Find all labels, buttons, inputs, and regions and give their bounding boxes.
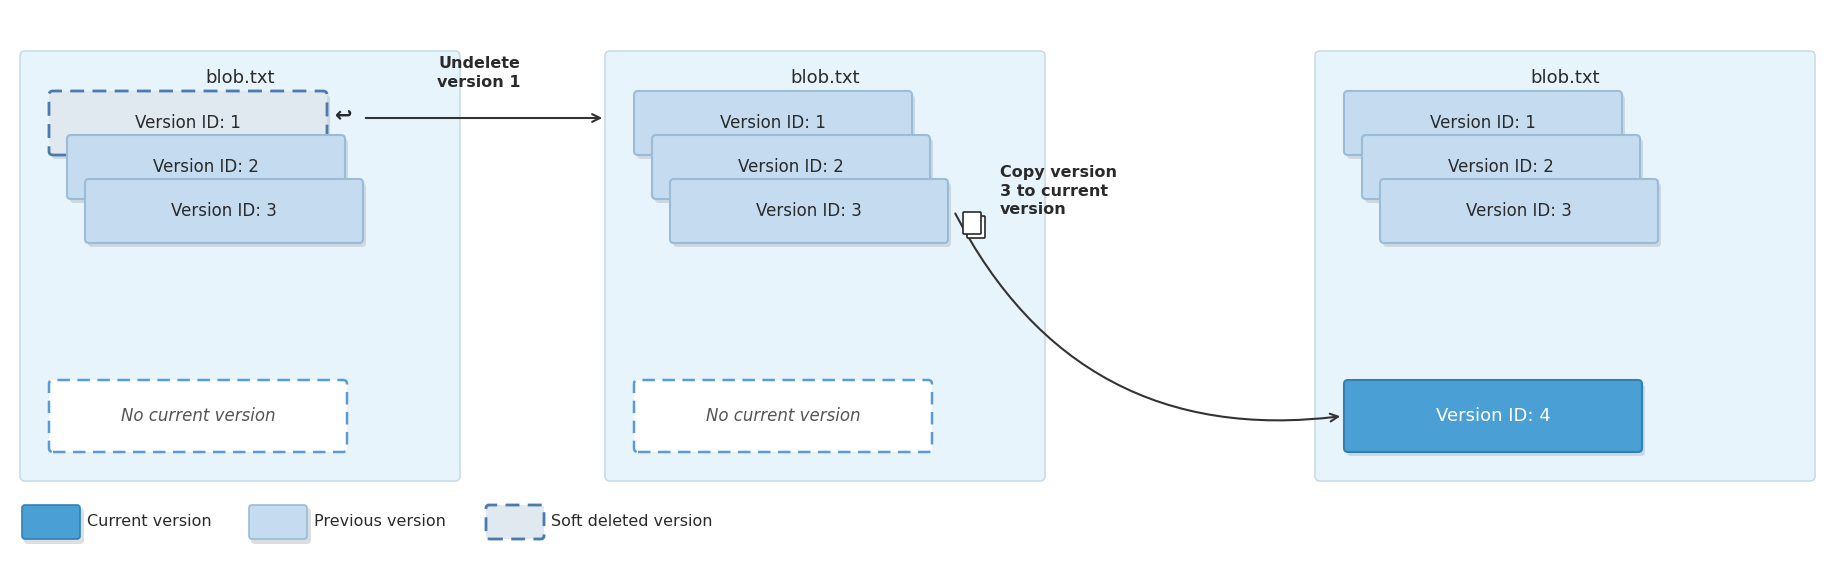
FancyBboxPatch shape xyxy=(249,505,308,539)
FancyBboxPatch shape xyxy=(251,508,311,544)
Text: blob.txt: blob.txt xyxy=(790,69,860,87)
FancyBboxPatch shape xyxy=(70,139,348,203)
FancyBboxPatch shape xyxy=(672,183,950,247)
Text: Version ID: 3: Version ID: 3 xyxy=(1466,202,1571,220)
FancyBboxPatch shape xyxy=(50,91,328,155)
Text: Soft deleted version: Soft deleted version xyxy=(551,514,713,530)
FancyBboxPatch shape xyxy=(634,91,912,155)
FancyBboxPatch shape xyxy=(22,505,79,539)
Text: Previous version: Previous version xyxy=(313,514,446,530)
FancyBboxPatch shape xyxy=(66,135,344,199)
Text: Current version: Current version xyxy=(87,514,212,530)
Text: Version ID: 1: Version ID: 1 xyxy=(1429,114,1536,132)
FancyBboxPatch shape xyxy=(88,183,367,247)
FancyBboxPatch shape xyxy=(1347,95,1625,159)
Text: Copy version
3 to current
version: Copy version 3 to current version xyxy=(1000,165,1116,217)
Text: Version ID: 3: Version ID: 3 xyxy=(171,202,276,220)
FancyBboxPatch shape xyxy=(634,380,932,452)
FancyBboxPatch shape xyxy=(50,380,346,452)
FancyBboxPatch shape xyxy=(1383,183,1661,247)
Text: Version ID: 3: Version ID: 3 xyxy=(755,202,862,220)
FancyBboxPatch shape xyxy=(20,51,460,481)
FancyBboxPatch shape xyxy=(1380,179,1658,243)
FancyBboxPatch shape xyxy=(85,179,363,243)
FancyBboxPatch shape xyxy=(24,508,85,544)
FancyBboxPatch shape xyxy=(52,95,330,159)
Text: No current version: No current version xyxy=(122,407,274,425)
FancyBboxPatch shape xyxy=(656,139,934,203)
Text: Version ID: 4: Version ID: 4 xyxy=(1435,407,1551,425)
FancyBboxPatch shape xyxy=(1365,139,1643,203)
FancyBboxPatch shape xyxy=(652,135,930,199)
Text: blob.txt: blob.txt xyxy=(1531,69,1599,87)
Text: Version ID: 1: Version ID: 1 xyxy=(720,114,825,132)
FancyBboxPatch shape xyxy=(604,51,1044,481)
Text: Undelete
version 1: Undelete version 1 xyxy=(437,57,521,90)
FancyBboxPatch shape xyxy=(1345,380,1641,452)
FancyBboxPatch shape xyxy=(963,212,982,234)
Text: ↩: ↩ xyxy=(335,106,352,126)
FancyBboxPatch shape xyxy=(637,95,915,159)
FancyBboxPatch shape xyxy=(1361,135,1639,199)
Text: Version ID: 2: Version ID: 2 xyxy=(1448,158,1555,176)
Text: Version ID: 2: Version ID: 2 xyxy=(739,158,844,176)
Text: No current version: No current version xyxy=(705,407,860,425)
FancyBboxPatch shape xyxy=(670,179,949,243)
FancyBboxPatch shape xyxy=(1347,384,1645,456)
Text: Version ID: 2: Version ID: 2 xyxy=(153,158,260,176)
Text: blob.txt: blob.txt xyxy=(204,69,274,87)
FancyBboxPatch shape xyxy=(1315,51,1814,481)
FancyBboxPatch shape xyxy=(967,216,985,238)
Text: Version ID: 1: Version ID: 1 xyxy=(134,114,241,132)
FancyBboxPatch shape xyxy=(486,505,543,539)
FancyBboxPatch shape xyxy=(1345,91,1623,155)
